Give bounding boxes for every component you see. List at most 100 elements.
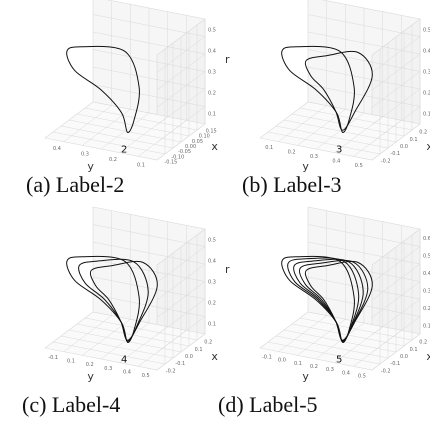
x-axis-tick: -0.05: [178, 149, 191, 155]
r-axis-tick: 0.5: [423, 253, 430, 259]
trajectory-loop: [66, 45, 140, 133]
x-axis-tick: -0.1: [390, 361, 400, 367]
caption-c: (c) Label-4: [22, 392, 121, 417]
r-axis-label: r: [225, 53, 230, 66]
y-axis-tick: 0.3: [310, 154, 318, 160]
curve-label: 3: [336, 145, 342, 156]
grid-line: [84, 107, 198, 131]
chart-b-plot: 0.10.20.30.40.5-0.2-0.10.00.10.20.10.20.…: [259, 0, 430, 173]
r-axis-tick: 0.4: [208, 49, 216, 55]
y-axis-tick: 0.4: [332, 158, 340, 164]
grid-line: [84, 317, 198, 341]
chart-panel-d: -0.1 0.0 0.1 0.2 0.3 0.4 0.5 -0.2 -0.1 0.0 0.1 0.2 0…: [215, 206, 430, 383]
r-axis-tick: 0.3: [208, 280, 216, 286]
x-axis-label: x: [426, 350, 430, 363]
r-axis-tick: 0.6: [423, 236, 430, 242]
caption-a: (a) Label-2: [26, 172, 125, 197]
r-axis-tick: 0.1: [423, 112, 430, 118]
r-axis-tick: 0.4: [423, 271, 430, 277]
x-axis-tick: 0.10: [199, 134, 210, 140]
grid-line: [299, 317, 413, 341]
r-axis-tick: 0.4: [423, 49, 430, 55]
r-axis-tick: 0.5: [208, 28, 216, 34]
y-axis-tick: 0.5: [142, 373, 150, 379]
chart-c-plot: -0.10.10.20.30.40.5-0.2-0.10.00.10.20.10…: [44, 206, 230, 383]
y-axis-tick: 0.2: [109, 157, 117, 163]
x-axis-tick: 0.2: [419, 130, 427, 136]
y-axis-tick: 0.1: [137, 162, 145, 168]
x-axis-tick: 0.0: [400, 354, 408, 360]
r-axis-tick: 0.1: [423, 323, 430, 329]
y-axis-label: y: [87, 160, 94, 173]
x-axis-tick: -0.2: [381, 368, 391, 374]
curve-label: 4: [121, 355, 127, 366]
y-axis-tick: 0.2: [310, 364, 318, 370]
r-axis-tick: 0.4: [208, 259, 216, 265]
x-axis-tick: -0.2: [166, 368, 176, 374]
y-axis-tick: -0.1: [262, 355, 272, 361]
r-axis-tick: 0.5: [423, 28, 430, 34]
y-axis-tick: 0.3: [81, 151, 89, 157]
chart-panel-c: -0.1 0.1 0.2 0.3 0.4 0.5 -0.2 -0.1 0.0 0.1 0.2 0.1 0…: [0, 206, 230, 383]
grid-line: [92, 224, 206, 247]
chart-d-plot: -0.10.00.10.20.30.40.5-0.2-0.10.00.10.20…: [259, 206, 430, 383]
x-axis-tick: 0.1: [410, 137, 418, 143]
x-axis-tick: -0.2: [381, 158, 391, 164]
x-axis-label: x: [211, 140, 218, 153]
y-axis-tick: 0.4: [53, 146, 61, 152]
x-axis-tick: 0.00: [185, 144, 196, 150]
r-axis-tick: 0.2: [208, 301, 216, 307]
curve-label: 2: [121, 145, 127, 156]
y-axis-tick: 0.1: [265, 145, 273, 151]
y-axis-tick: 0.3: [326, 367, 334, 373]
grid-line: [92, 14, 206, 37]
trajectory-loop: [304, 50, 373, 131]
trajectory-loop: [304, 260, 373, 341]
y-axis-label: y: [87, 370, 94, 383]
x-axis-label: x: [211, 350, 218, 363]
y-axis-tick: 0.4: [342, 370, 350, 376]
chart-panel-b: 0.1 0.2 0.3 0.4 0.5 -0.2 -0.1 0.0 0.1 0.2 0.1 0.2 0.…: [215, 0, 430, 173]
grid-line: [371, 246, 421, 283]
r-axis-tick: 0.2: [423, 306, 430, 312]
trajectory-loop: [281, 45, 355, 133]
x-axis-tick: -0.1: [390, 151, 400, 157]
r-axis-tick: 0.1: [208, 322, 216, 328]
x-axis-tick: 0.05: [192, 139, 203, 145]
x-axis-tick: 0.0: [400, 144, 408, 150]
y-axis-tick: 0.5: [355, 163, 363, 169]
r-axis-tick: 0.3: [423, 288, 430, 294]
grid-line: [299, 107, 413, 131]
y-axis-label: y: [302, 160, 309, 173]
x-axis-tick: -0.10: [171, 154, 184, 160]
y-axis-tick: 0.2: [86, 362, 94, 368]
x-axis-tick: -0.15: [164, 159, 177, 165]
grid-line: [371, 36, 421, 73]
grid-line: [156, 36, 206, 73]
x-axis-tick: 0.15: [206, 129, 217, 135]
y-axis-tick: 0.1: [294, 361, 302, 367]
grid-line: [307, 14, 421, 37]
y-axis-label: y: [302, 370, 309, 383]
grid-line: [307, 224, 421, 247]
x-axis-tick: 0.2: [204, 340, 212, 346]
x-axis-tick: 0.0: [185, 354, 193, 360]
x-axis-tick: -0.1: [175, 361, 185, 367]
y-axis-tick: -0.1: [48, 355, 58, 361]
r-axis-tick: 0.2: [208, 91, 216, 97]
r-axis-tick: 0.1: [208, 112, 216, 118]
x-axis-label: x: [426, 140, 430, 153]
caption-b: (b) Label-3: [242, 172, 342, 197]
y-axis-tick: 0.3: [104, 366, 112, 372]
x-axis-tick: 0.1: [195, 347, 203, 353]
y-axis-tick: 0.0: [278, 358, 286, 364]
r-axis-tick: 0.3: [423, 70, 430, 76]
caption-d: (d) Label-5: [218, 392, 318, 417]
curve-label: 5: [336, 355, 342, 366]
r-axis-tick: 0.3: [208, 70, 216, 76]
x-axis-tick: 0.1: [410, 347, 418, 353]
x-axis-tick: 0.2: [419, 340, 427, 346]
r-axis-tick: 0.5: [208, 238, 216, 244]
r-axis-tick: 0.2: [423, 91, 430, 97]
r-axis-label: r: [225, 263, 230, 276]
